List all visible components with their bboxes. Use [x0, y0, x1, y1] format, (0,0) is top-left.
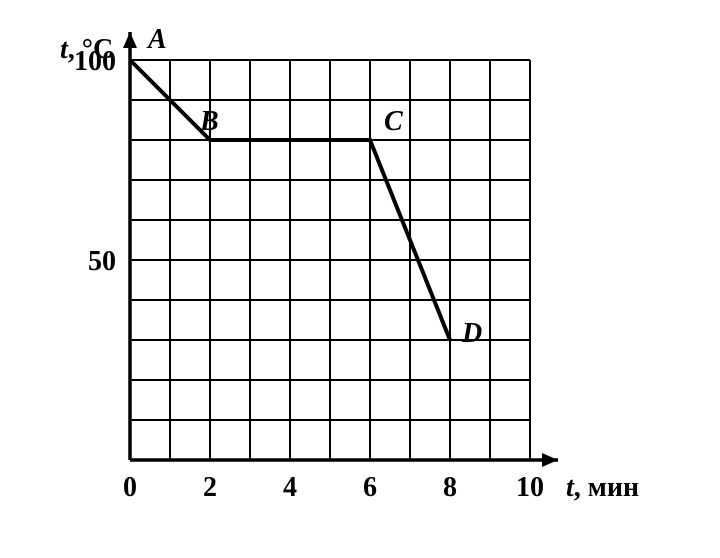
x-tick-label: 4 — [283, 472, 297, 503]
y-tick-label: 50 — [88, 246, 116, 277]
y-axis-label: t, °C — [60, 34, 113, 65]
x-tick-label: 10 — [516, 472, 544, 503]
point-label-b: B — [199, 106, 219, 137]
x-tick-label: 8 — [443, 472, 457, 503]
x-tick-label: 2 — [203, 472, 217, 503]
x-tick-label: 6 — [363, 472, 377, 503]
chart-svg: 024681050100t, °Ct, минABCD — [0, 0, 720, 558]
point-label-c: C — [384, 106, 403, 137]
x-axis-label: t, мин — [566, 472, 639, 503]
cooling-chart: 024681050100t, °Ct, минABCD — [0, 0, 720, 558]
point-label-d: D — [461, 318, 482, 349]
x-tick-label: 0 — [123, 472, 137, 503]
point-label-a: A — [146, 24, 167, 55]
